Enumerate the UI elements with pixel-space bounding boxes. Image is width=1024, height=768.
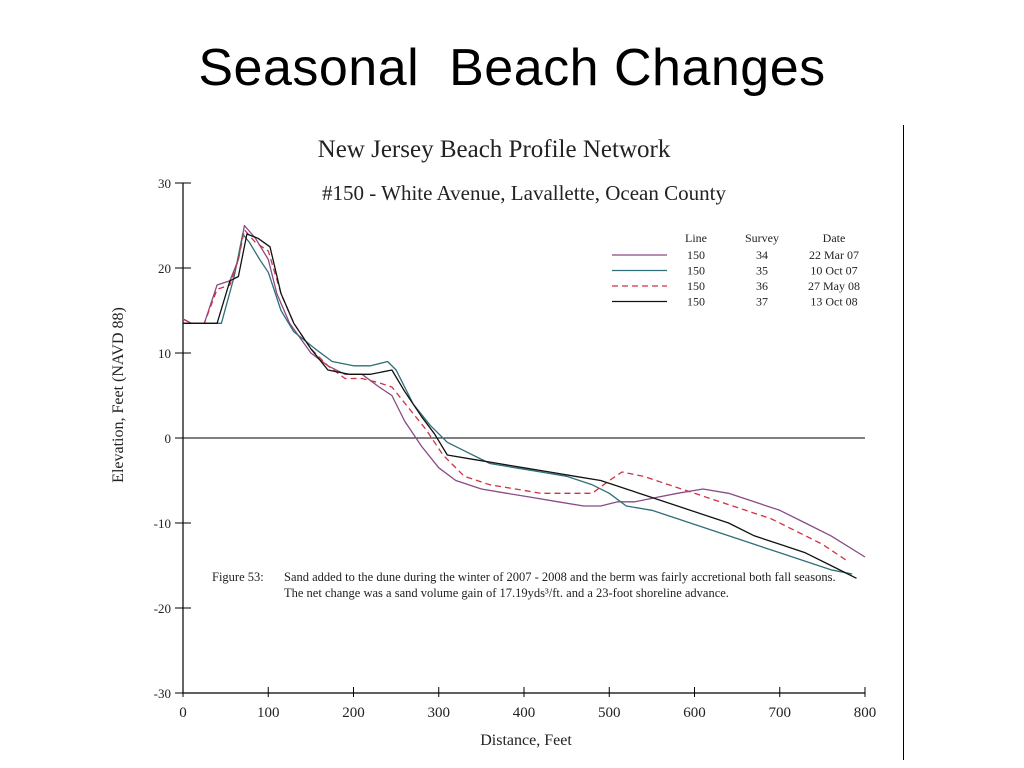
legend-header: Survey [745, 231, 779, 245]
legend-date-value: 22 Mar 07 [809, 248, 859, 262]
legend-date-value: 27 May 08 [808, 279, 860, 293]
series-line-survey-34 [182, 224, 866, 558]
series-line-survey-37 [183, 233, 857, 579]
y-tick-label: -20 [154, 601, 171, 616]
caption-text: Sand added to the dune during the winter… [284, 570, 836, 600]
x-tick-label: 400 [513, 705, 536, 721]
legend-date-value: 10 Oct 07 [810, 264, 857, 278]
chart-title: New Jersey Beach Profile Network [318, 136, 671, 163]
series-line-survey-35 [183, 233, 853, 575]
legend-survey-value: 37 [756, 295, 768, 309]
legend-line-value: 150 [687, 295, 705, 309]
caption-label: Figure 53: [212, 570, 264, 584]
x-tick-label: 700 [769, 705, 792, 721]
x-tick-label: 500 [598, 705, 621, 721]
y-tick-label: -10 [154, 516, 171, 531]
y-tick-label: 30 [158, 176, 171, 191]
slide-title: Seasonal Beach Changes [198, 39, 826, 97]
legend-survey-value: 34 [756, 248, 768, 262]
x-tick-label: 200 [342, 705, 365, 721]
x-tick-label: 800 [854, 705, 877, 721]
legend-header: Line [685, 231, 707, 245]
series-line-survey-36 [182, 229, 849, 562]
x-tick-label: 0 [179, 705, 187, 721]
legend-line-value: 150 [687, 279, 705, 293]
y-tick-label: -30 [154, 686, 171, 701]
y-tick-label: 10 [158, 346, 171, 361]
x-tick-label: 300 [428, 705, 451, 721]
legend-date-value: 13 Oct 08 [810, 295, 857, 309]
slide-divider-line [903, 125, 904, 760]
y-axis-label: Elevation, Feet (NAVD 88) [110, 307, 127, 483]
x-tick-label: 100 [257, 705, 280, 721]
y-tick-label: 0 [165, 431, 172, 446]
legend-survey-value: 35 [756, 264, 768, 278]
chart-subtitle: #150 - White Avenue, Lavallette, Ocean C… [322, 181, 726, 205]
legend-survey-value: 36 [756, 279, 768, 293]
x-tick-label: 600 [683, 705, 706, 721]
legend-line-value: 150 [687, 264, 705, 278]
chart-legend: Line Survey Date 150 34 22 Mar 07 150 35 10 Oct … [612, 231, 860, 309]
legend-header: Date [823, 231, 846, 245]
legend-line-value: 150 [687, 248, 705, 262]
x-axis-label: Distance, Feet [480, 732, 572, 749]
y-tick-label: 20 [158, 261, 171, 276]
chart-series [182, 224, 866, 579]
